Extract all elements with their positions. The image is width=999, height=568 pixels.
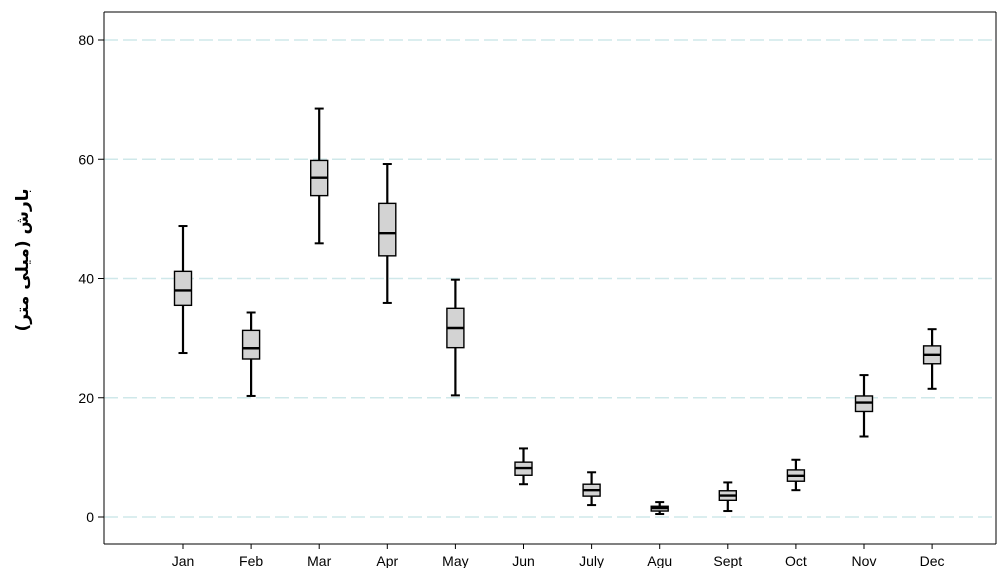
x-tick-label: July bbox=[579, 553, 604, 568]
box-Jun bbox=[514, 447, 533, 486]
box-July bbox=[582, 471, 601, 507]
x-tick-label: Agu bbox=[647, 553, 672, 568]
gridlines bbox=[104, 39, 996, 518]
iqr-box bbox=[378, 202, 397, 257]
iqr-box bbox=[173, 270, 193, 307]
box-Feb bbox=[241, 311, 261, 397]
x-tick-label: Dec bbox=[920, 553, 945, 568]
box-Agu bbox=[650, 501, 669, 516]
x-tick-labels: Jan Feb Mar Apr May Jun July Agu Sept Oct Nov Dec bbox=[172, 544, 945, 568]
x-tick-label: Sept bbox=[713, 553, 742, 568]
iqr-box bbox=[241, 329, 261, 360]
box-Nov bbox=[854, 374, 874, 438]
y-tick-labels: 0 20 40 60 80 bbox=[78, 32, 104, 525]
axes bbox=[103, 11, 997, 545]
x-tick-label: Nov bbox=[852, 553, 877, 568]
box-May bbox=[446, 278, 465, 397]
x-tick-label: Jan bbox=[172, 553, 195, 568]
box-Sept bbox=[718, 481, 737, 513]
box-series bbox=[173, 107, 942, 516]
x-tick-label: May bbox=[442, 553, 468, 568]
x-tick-label: Oct bbox=[785, 553, 807, 568]
y-tick-label: 0 bbox=[86, 509, 94, 525]
x-tick-label: Jun bbox=[512, 553, 535, 568]
box-Oct bbox=[786, 458, 806, 492]
y-tick-label: 60 bbox=[78, 151, 94, 167]
box-Apr bbox=[378, 163, 397, 304]
x-tick-label: Mar bbox=[307, 553, 331, 568]
y-tick-label: 80 bbox=[78, 32, 94, 48]
y-tick-label: 40 bbox=[78, 271, 94, 287]
x-tick-label: Feb bbox=[239, 553, 263, 568]
x-tick-label: Apr bbox=[376, 553, 398, 568]
box-Dec bbox=[922, 328, 942, 390]
y-tick-label: 20 bbox=[78, 390, 94, 406]
box-Mar bbox=[310, 107, 329, 245]
box-Jan bbox=[173, 225, 193, 355]
y-axis-label: بارش (میلی متر) bbox=[13, 188, 33, 331]
